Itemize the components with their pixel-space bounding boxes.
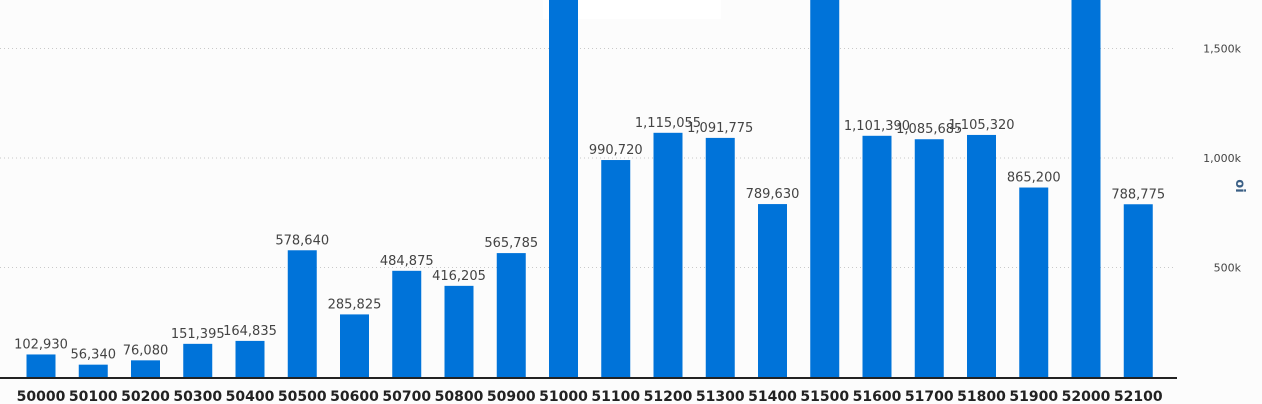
y-axis-label: oi — [1232, 179, 1247, 192]
x-tick-label: 50100 — [69, 389, 118, 404]
x-tick-label: 51700 — [905, 389, 954, 404]
y-tick-label: 1,000k — [1203, 152, 1241, 165]
bar-50200[interactable] — [131, 360, 160, 377]
x-tick-label: 51400 — [748, 389, 797, 404]
data-label: 416,205 — [432, 269, 486, 284]
data-label: 102,930 — [14, 337, 68, 352]
data-label: 1,091,775 — [687, 121, 753, 136]
x-tick-label: 52000 — [1062, 389, 1111, 404]
x-tick-label: 50900 — [487, 389, 536, 404]
data-label: 1,115,055 — [635, 116, 701, 131]
data-label: 990,720 — [589, 143, 643, 158]
data-label: 164,835 — [223, 324, 277, 339]
bar-51000[interactable] — [549, 0, 578, 377]
x-tick-label: 50800 — [435, 389, 484, 404]
data-label: 788,775 — [1111, 187, 1165, 202]
bar-51200[interactable] — [653, 132, 683, 377]
x-ticks-layer: 50000 50100 50200 50300 50400 50500 50600 50700… — [17, 389, 1163, 404]
data-label: 865,200 — [1007, 171, 1061, 186]
data-label: 565,785 — [484, 236, 538, 251]
bar-50400[interactable] — [235, 340, 265, 377]
bar-51500[interactable] — [810, 0, 840, 377]
data-label: 789,630 — [746, 187, 800, 202]
bar-51600[interactable] — [862, 135, 892, 377]
bar-51700[interactable] — [914, 139, 944, 377]
x-tick-label: 51100 — [591, 389, 640, 404]
data-label: 1,101,390 — [844, 119, 910, 134]
data-label: 285,825 — [328, 297, 382, 312]
data-label: 151,395 — [171, 327, 225, 342]
x-tick-label: 51500 — [800, 389, 849, 404]
x-tick-label: 51600 — [853, 389, 902, 404]
x-tick-label: 51200 — [644, 389, 693, 404]
data-label: 56,340 — [71, 348, 117, 363]
top-tab-background — [543, 0, 721, 19]
data-label: 578,640 — [275, 233, 329, 248]
bar-51300[interactable] — [705, 137, 735, 377]
bar-51400[interactable] — [758, 204, 787, 377]
x-tick-label: 50600 — [330, 389, 379, 404]
bar-52100[interactable] — [1123, 204, 1153, 377]
x-tick-label: 51900 — [1009, 389, 1058, 404]
grid-layer — [0, 48, 1175, 268]
data-label: 1,105,320 — [948, 118, 1014, 133]
x-tick-label: 50200 — [121, 389, 170, 404]
data-label: 76,080 — [123, 343, 169, 358]
bar-50900[interactable] — [496, 253, 526, 377]
x-tick-label: 51800 — [957, 389, 1006, 404]
bar-50300[interactable] — [183, 343, 213, 377]
bar-50700[interactable] — [392, 270, 422, 377]
x-tick-label: 50300 — [173, 389, 222, 404]
bar-50000[interactable] — [26, 354, 56, 377]
x-tick-label: 50700 — [382, 389, 431, 404]
x-tick-label: 50500 — [278, 389, 327, 404]
bar-51100[interactable] — [601, 160, 631, 377]
x-tick-label: 51300 — [696, 389, 745, 404]
y-tick-label: 500k — [1214, 262, 1242, 275]
bar-51900[interactable] — [1019, 187, 1049, 377]
y-tick-label: 1,500k — [1203, 43, 1241, 56]
data-label: 1,085,685 — [896, 122, 962, 137]
x-tick-label: 50000 — [17, 389, 66, 404]
bar-52000[interactable] — [1071, 0, 1101, 378]
bars-layer — [26, 0, 1153, 378]
data-label: 484,875 — [380, 254, 434, 269]
x-tick-label: 50400 — [226, 389, 275, 404]
bar-50100[interactable] — [78, 364, 108, 377]
bar-50600[interactable] — [340, 314, 369, 377]
bar-51800[interactable] — [967, 134, 996, 377]
x-tick-label: 51000 — [539, 389, 588, 404]
bar-50500[interactable] — [287, 250, 317, 377]
bar-50800[interactable] — [444, 285, 474, 377]
x-tick-label: 52100 — [1114, 389, 1163, 404]
